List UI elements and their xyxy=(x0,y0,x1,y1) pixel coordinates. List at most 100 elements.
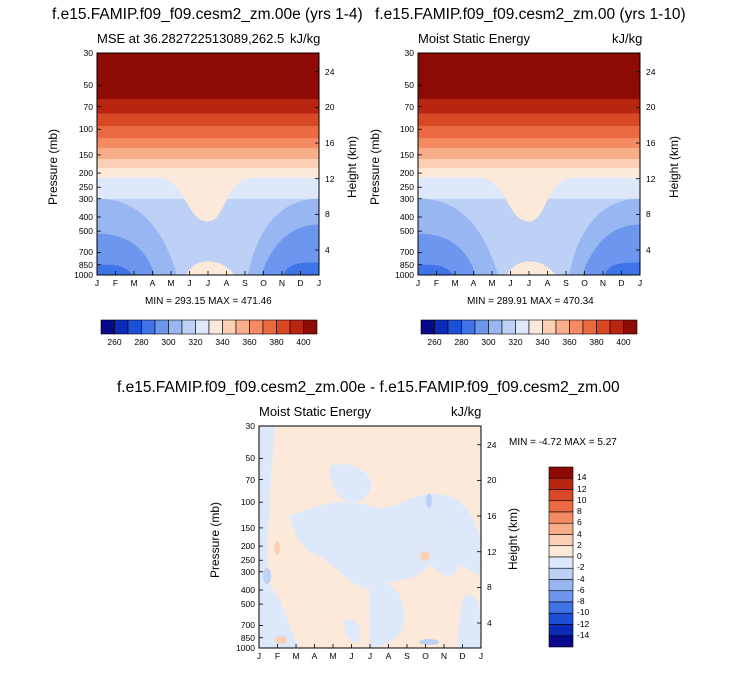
y-tick-label: 200 xyxy=(240,541,255,552)
y-right-tick-label: 20 xyxy=(487,475,497,486)
x-tick-label: A xyxy=(470,278,477,288)
x-tick-label: M xyxy=(451,278,459,288)
y-right-tick-label: 24 xyxy=(487,439,497,450)
colorbar-swatch xyxy=(168,319,183,335)
colorbar-swatch xyxy=(582,319,597,335)
x-tick-label: F xyxy=(433,278,440,288)
panel3-units-label: kJ/kg xyxy=(451,404,482,419)
x-tick-label: D xyxy=(459,651,466,661)
colorbar-swatch xyxy=(127,319,142,335)
x-tick-label: J xyxy=(415,278,421,288)
y-right-tick-label: 4 xyxy=(646,245,651,256)
x-tick-label: N xyxy=(599,278,607,288)
x-tick-label: J xyxy=(256,651,262,661)
y-tick-label: 1000 xyxy=(236,643,255,653)
colorbar-swatch xyxy=(195,319,210,335)
y-right-tick-label: 4 xyxy=(487,618,492,629)
colorbar-label: 280 xyxy=(134,337,149,347)
colorbar-swatch xyxy=(542,319,557,335)
colorbar-swatch xyxy=(548,489,574,502)
x-tick-label: S xyxy=(404,651,410,661)
y-tick-label: 250 xyxy=(240,555,255,566)
panel2-ylabel-right: Height (km) xyxy=(667,135,681,198)
x-tick-label: A xyxy=(385,651,392,661)
colorbar-label: 360 xyxy=(562,337,577,347)
y-tick-label: 100 xyxy=(78,124,93,135)
colorbar-swatch xyxy=(262,319,277,335)
y-tick-label: 200 xyxy=(78,168,93,179)
x-tick-label: J xyxy=(508,278,513,288)
contour-fill xyxy=(259,426,481,648)
colorbar-swatch xyxy=(528,319,543,335)
colorbar-swatch xyxy=(461,319,476,335)
colorbar-label: 14 xyxy=(577,472,587,483)
colorbar-swatch xyxy=(548,579,574,592)
colorbar-label: 380 xyxy=(269,337,284,347)
x-tick-label: M xyxy=(167,278,175,288)
colorbar-label: 6 xyxy=(577,517,582,528)
colorbar-swatch xyxy=(548,522,574,535)
colorbar-swatch xyxy=(548,556,574,569)
colorbar-swatch xyxy=(548,466,574,479)
y-tick-label: 200 xyxy=(399,168,414,179)
colorbar-swatch xyxy=(447,319,462,335)
y-tick-label: 50 xyxy=(404,80,414,91)
colorbar-label: 260 xyxy=(427,337,442,347)
x-tick-label: D xyxy=(297,278,304,288)
y-right-tick-label: 24 xyxy=(646,66,656,77)
colorbar-swatch xyxy=(596,319,611,335)
colorbar-difference xyxy=(548,466,574,648)
panel3-ylabel: Pressure (mb) xyxy=(208,501,222,578)
x-tick-label: N xyxy=(278,278,286,288)
colorbar-label: -2 xyxy=(577,562,585,573)
x-tick-label: J xyxy=(187,278,192,288)
panel3-stats: MIN = -4.72 MAX = 5.27 xyxy=(509,437,617,448)
colorbar-swatch xyxy=(154,319,169,335)
colorbar-swatch xyxy=(114,319,129,335)
colorbar-swatch xyxy=(181,319,196,335)
colorbar-swatch xyxy=(208,319,223,335)
colorbar-label: 320 xyxy=(508,337,523,347)
colorbar-label: -8 xyxy=(577,596,585,606)
y-tick-label: 30 xyxy=(404,48,414,58)
y-tick-label: 250 xyxy=(399,182,414,193)
y-tick-label: 50 xyxy=(245,453,255,464)
colorbar-swatch xyxy=(420,319,435,335)
contour-fill xyxy=(97,53,319,275)
y-tick-label: 70 xyxy=(245,474,255,485)
y-right-tick-label: 8 xyxy=(646,209,651,220)
y-tick-label: 1000 xyxy=(74,270,93,280)
y-tick-label: 150 xyxy=(240,522,255,533)
panel1-stats: MIN = 293.15 MAX = 471.46 xyxy=(145,296,272,307)
panel2-contour-plot xyxy=(417,52,641,276)
colorbar-swatch xyxy=(235,319,250,335)
x-tick-label: J xyxy=(478,651,484,661)
x-tick-label: F xyxy=(112,278,119,288)
x-tick-label: M xyxy=(292,651,300,661)
colorbar-swatch xyxy=(548,534,574,547)
colorbar-swatch xyxy=(548,612,574,625)
y-tick-label: 50 xyxy=(83,80,93,91)
y-tick-label: 30 xyxy=(245,421,255,431)
panel2-ylabel: Pressure (mb) xyxy=(368,128,382,205)
colorbar-left xyxy=(100,319,318,335)
colorbar-swatch xyxy=(289,319,304,335)
y-tick-label: 400 xyxy=(240,584,255,595)
colorbar-label: 0 xyxy=(577,551,582,561)
y-tick-label: 850 xyxy=(399,259,414,270)
y-right-tick-label: 8 xyxy=(325,209,330,220)
colorbar-label: 280 xyxy=(454,337,469,347)
x-tick-label: A xyxy=(223,278,230,288)
y-tick-label: 30 xyxy=(83,48,93,58)
colorbar-swatch xyxy=(488,319,503,335)
panel3-variable-label: Moist Static Energy xyxy=(259,404,371,419)
y-tick-label: 400 xyxy=(399,211,414,222)
y-right-tick-label: 16 xyxy=(487,511,497,522)
panel2-variable-label: Moist Static Energy xyxy=(418,31,530,46)
colorbar-swatch xyxy=(303,319,318,335)
colorbar-label: 8 xyxy=(577,506,582,516)
x-tick-label: J xyxy=(637,278,643,288)
y-right-tick-label: 16 xyxy=(325,138,335,149)
y-tick-label: 850 xyxy=(240,632,255,643)
colorbar-swatch xyxy=(249,319,264,335)
